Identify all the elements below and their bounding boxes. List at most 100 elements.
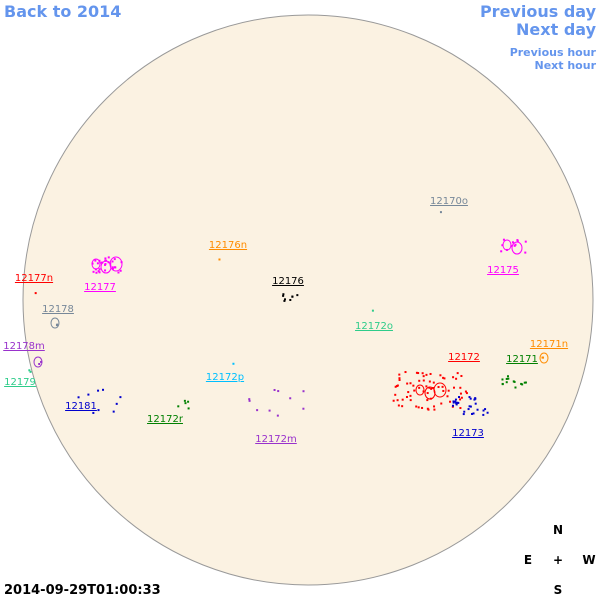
spot-dot: [417, 406, 420, 409]
spot-dot: [439, 211, 442, 214]
spot-dot: [422, 375, 425, 378]
next-day-link[interactable]: Next day: [516, 20, 597, 39]
spot-dot: [521, 383, 524, 386]
spot-dot: [397, 404, 400, 407]
spot-dot: [38, 362, 41, 365]
spot-dot: [456, 372, 459, 375]
spot-dot: [446, 395, 449, 398]
spot-dot: [395, 385, 398, 388]
region-label[interactable]: 12176n: [209, 240, 247, 251]
spot-dot: [117, 271, 120, 274]
region-label[interactable]: 12181: [65, 401, 97, 412]
spot-dot: [524, 240, 527, 243]
spot-dot: [428, 386, 431, 389]
compass-center: +: [553, 553, 563, 567]
spot-dot: [458, 396, 461, 399]
spot-dot: [29, 370, 32, 373]
spot-dot: [460, 374, 463, 377]
spot-dot: [452, 400, 455, 403]
region-label[interactable]: 12178: [42, 304, 74, 315]
region-label[interactable]: 12172p: [206, 372, 244, 383]
spot-dot: [429, 372, 432, 375]
spot-dot: [501, 244, 504, 247]
region-label[interactable]: 12179: [4, 377, 36, 388]
spot-dot: [77, 396, 80, 399]
spot-dot: [454, 398, 457, 401]
region-label[interactable]: 12178m: [3, 341, 45, 352]
spot-dot: [398, 373, 401, 376]
spot-dot: [392, 399, 395, 402]
region-label[interactable]: 12172m: [255, 434, 297, 445]
spot-dot: [418, 379, 421, 382]
spot-dot: [100, 261, 103, 264]
spot-dot: [268, 409, 271, 412]
compass-west: W: [582, 553, 595, 567]
spot-dot: [460, 396, 463, 399]
spot-dot: [428, 380, 431, 383]
spot-dot: [95, 271, 98, 274]
region-label[interactable]: 12177n: [15, 273, 53, 284]
spot-dot: [464, 390, 467, 393]
spot-dot: [459, 392, 462, 395]
back-link[interactable]: Back to 2014: [4, 2, 121, 21]
spot-dot: [277, 390, 280, 393]
spot-dot: [452, 386, 455, 389]
spot-dot: [284, 298, 287, 301]
spot-dot: [97, 270, 100, 273]
spot-dot: [426, 399, 429, 402]
spot-dot: [218, 258, 221, 261]
spot-dot: [459, 398, 462, 401]
spot-dot: [415, 371, 418, 374]
spot-dot: [248, 398, 251, 401]
spot-outline: [415, 384, 425, 396]
spot-dot: [104, 263, 107, 266]
spot-dot: [474, 397, 477, 400]
spot-dot: [463, 410, 466, 413]
spot-dot: [404, 371, 407, 374]
spot-dot: [91, 262, 94, 265]
spot-dot: [502, 238, 505, 241]
spot-dot: [289, 397, 292, 400]
spot-dot: [273, 388, 276, 391]
spot-dot: [96, 262, 99, 265]
spot-dot: [113, 266, 116, 269]
spot-outline: [91, 258, 101, 270]
spot-dot: [289, 298, 292, 301]
spot-dot: [87, 393, 90, 396]
spot-dot: [418, 386, 421, 389]
spot-dot: [398, 377, 401, 380]
spot-dot: [92, 270, 95, 273]
spot-outline: [511, 241, 523, 255]
spot-dot: [177, 405, 180, 408]
spot-dot: [482, 413, 485, 416]
previous-day-link[interactable]: Previous day: [480, 2, 597, 21]
region-label[interactable]: 12177: [84, 282, 116, 293]
region-label[interactable]: 12172: [448, 352, 480, 363]
region-label[interactable]: 12173: [452, 428, 484, 439]
region-label[interactable]: 12170o: [430, 196, 468, 207]
spot-dot: [232, 362, 235, 365]
region-label[interactable]: 12175: [487, 265, 519, 276]
spot-dot: [452, 376, 455, 379]
next-hour-link[interactable]: Next hour: [535, 59, 597, 72]
timestamp: 2014-09-29T01:00:33: [4, 583, 161, 598]
previous-hour-link[interactable]: Previous hour: [510, 46, 597, 59]
spot-dot: [405, 395, 408, 398]
spot-dot: [102, 388, 105, 391]
region-label[interactable]: 12176: [272, 276, 304, 287]
spot-dot: [511, 241, 514, 244]
spot-dot: [440, 402, 443, 405]
region-label[interactable]: 12172r: [147, 414, 184, 425]
spot-outline: [433, 382, 447, 398]
spot-dot: [282, 293, 285, 296]
region-label[interactable]: 12171: [506, 354, 538, 365]
spot-dot: [454, 400, 457, 403]
compass-south: S: [554, 583, 563, 597]
spot-dot: [501, 382, 504, 385]
spot-dot: [394, 385, 397, 388]
spot-dot: [505, 377, 508, 380]
region-label[interactable]: 12171n: [530, 339, 568, 350]
region-label[interactable]: 12172o: [355, 321, 393, 332]
spot-outline: [539, 352, 549, 364]
